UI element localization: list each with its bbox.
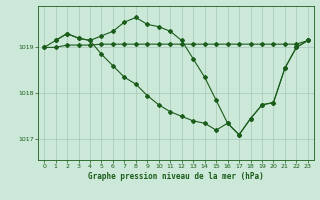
X-axis label: Graphe pression niveau de la mer (hPa): Graphe pression niveau de la mer (hPa)	[88, 172, 264, 181]
